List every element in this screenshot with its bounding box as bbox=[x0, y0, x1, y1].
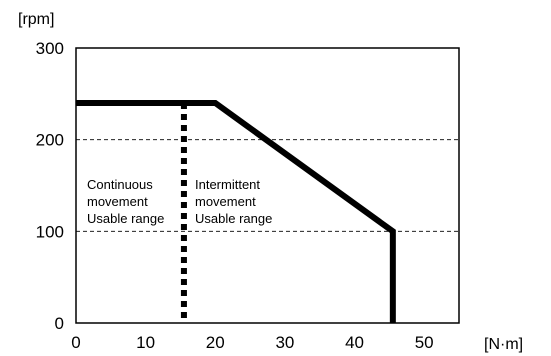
x-tick-label: 40 bbox=[345, 333, 364, 352]
y-tick-label: 300 bbox=[36, 39, 64, 58]
x-tick-label: 50 bbox=[415, 333, 434, 352]
intermittent-limit-line bbox=[76, 100, 396, 323]
x-axis-unit-label: [N·m] bbox=[484, 336, 523, 353]
plot-frame bbox=[75, 47, 460, 324]
continuous-range-label: Continuous movement Usable range bbox=[87, 177, 164, 226]
y-tick-label: 0 bbox=[55, 314, 64, 333]
curves bbox=[76, 100, 396, 323]
y-tick-label: 100 bbox=[36, 222, 64, 241]
x-tick-label: 30 bbox=[275, 333, 294, 352]
x-tick-label: 10 bbox=[136, 333, 155, 352]
x-tick-label: 0 bbox=[71, 333, 80, 352]
y-axis-unit-label: [rpm] bbox=[18, 11, 54, 28]
y-tick-label: 200 bbox=[36, 131, 64, 150]
x-tick-label: 20 bbox=[206, 333, 225, 352]
x-tick-labels: 0 10 20 30 40 50 bbox=[71, 333, 433, 352]
intermittent-range-label: Intermittent movement Usable range bbox=[195, 177, 272, 226]
y-tick-labels: 0 100 200 300 bbox=[36, 39, 64, 333]
region-annotations: Continuous movement Usable range Intermitte… bbox=[87, 177, 272, 226]
